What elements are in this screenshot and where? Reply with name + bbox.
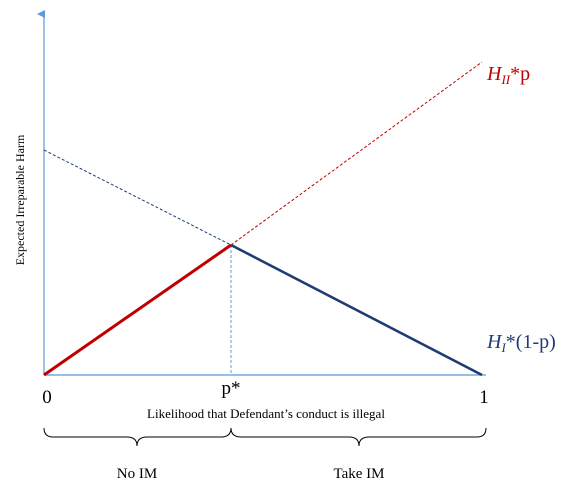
region-label-no-im: No IM bbox=[117, 466, 157, 482]
h2-label-sub: II bbox=[500, 72, 510, 87]
h2-label-main: H bbox=[486, 63, 503, 85]
h1-line-label: HI*(1-p) bbox=[486, 331, 556, 355]
tick-label-1: 1 bbox=[479, 387, 489, 408]
h2-solid-line bbox=[43, 243, 232, 377]
h2-label-tail: *p bbox=[510, 63, 530, 85]
h1-label-sub: I bbox=[500, 340, 506, 355]
h2-line-label: HII*p bbox=[486, 63, 530, 87]
y-axis-label: Expected Irreparable Harm bbox=[13, 134, 27, 265]
tick-label-0: 0 bbox=[42, 387, 52, 408]
tick-label-pstar: p* bbox=[222, 378, 241, 399]
x-axis-label: Likelihood that Defendant’s conduct is i… bbox=[147, 406, 385, 421]
h2-dashed-extension bbox=[230, 61, 483, 246]
brace-no-im bbox=[43, 427, 232, 447]
h1-label-main: H bbox=[486, 331, 503, 353]
brace-take-im bbox=[230, 427, 487, 447]
h1-label-tail: *(1-p) bbox=[506, 331, 556, 353]
h1-dashed-extension bbox=[43, 149, 232, 246]
region-label-take-im: Take IM bbox=[333, 466, 384, 482]
h1-solid-line bbox=[230, 243, 483, 377]
